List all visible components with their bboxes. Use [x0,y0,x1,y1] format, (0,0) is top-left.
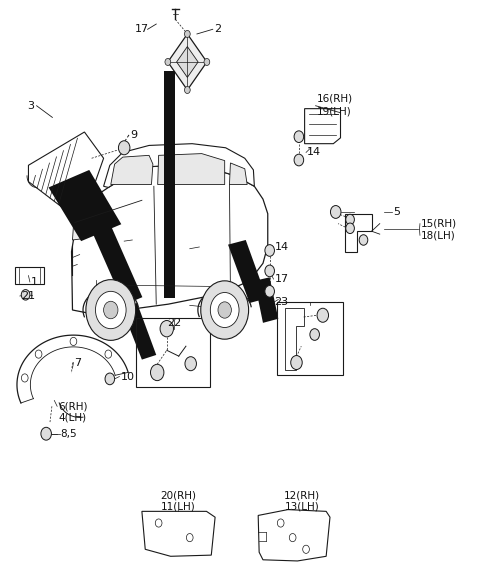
Circle shape [346,223,354,233]
Circle shape [96,291,126,329]
Polygon shape [157,154,225,184]
Circle shape [310,329,320,340]
Polygon shape [104,144,254,187]
Text: 2: 2 [214,25,221,35]
Polygon shape [285,308,304,370]
Circle shape [317,308,328,322]
Circle shape [165,58,171,66]
Polygon shape [111,156,153,184]
Circle shape [265,265,275,277]
Text: 7: 7 [74,357,82,367]
Polygon shape [254,277,278,323]
Text: 10: 10 [120,371,134,381]
Circle shape [291,356,302,370]
FancyBboxPatch shape [15,267,44,284]
Polygon shape [142,511,215,556]
Text: 14: 14 [307,147,321,157]
Text: 8,5: 8,5 [60,429,77,439]
Polygon shape [228,240,267,303]
Text: 13(LH): 13(LH) [285,502,320,512]
Polygon shape [121,303,156,360]
Text: 20(RH): 20(RH) [160,491,196,501]
Circle shape [204,58,210,66]
Text: 17: 17 [275,274,288,284]
Text: 12(RH): 12(RH) [284,491,320,501]
Text: 11(LH): 11(LH) [160,502,195,512]
Text: 22: 22 [167,318,181,328]
Circle shape [346,214,354,225]
Text: 4(LH): 4(LH) [58,413,86,423]
Circle shape [218,302,231,318]
Text: 14: 14 [275,242,288,252]
Circle shape [265,285,275,297]
Circle shape [105,373,115,385]
Text: 6(RH): 6(RH) [58,401,88,411]
Circle shape [184,30,190,37]
Circle shape [359,235,368,245]
Polygon shape [28,132,104,208]
Text: 18(LH): 18(LH) [421,230,456,240]
Polygon shape [258,510,330,561]
Polygon shape [305,109,340,144]
Polygon shape [72,166,268,315]
Polygon shape [345,214,372,252]
Text: 1: 1 [31,277,38,287]
Polygon shape [89,194,96,200]
Text: 15(RH): 15(RH) [421,219,457,229]
Polygon shape [93,225,143,305]
Circle shape [294,154,304,166]
Text: 23: 23 [275,297,288,308]
Circle shape [184,87,190,94]
Circle shape [265,245,275,256]
Circle shape [104,301,118,319]
Circle shape [151,364,164,381]
Circle shape [185,357,196,371]
Polygon shape [177,47,198,77]
Circle shape [210,292,239,328]
Polygon shape [229,163,247,184]
Circle shape [41,427,51,440]
Text: 17: 17 [135,25,149,35]
Polygon shape [168,34,207,90]
Text: 9: 9 [130,130,137,140]
Circle shape [160,321,173,337]
Circle shape [294,131,304,143]
Circle shape [21,290,30,300]
Circle shape [330,205,341,218]
Polygon shape [164,71,175,298]
Text: 3: 3 [27,101,34,111]
Polygon shape [72,223,82,240]
Circle shape [119,141,130,155]
Text: 16(RH): 16(RH) [317,94,353,104]
Polygon shape [48,170,121,241]
Text: 5: 5 [393,207,400,217]
Text: 21: 21 [21,291,35,301]
Text: 19(LH): 19(LH) [317,106,351,116]
Circle shape [86,280,136,340]
Circle shape [201,281,249,339]
